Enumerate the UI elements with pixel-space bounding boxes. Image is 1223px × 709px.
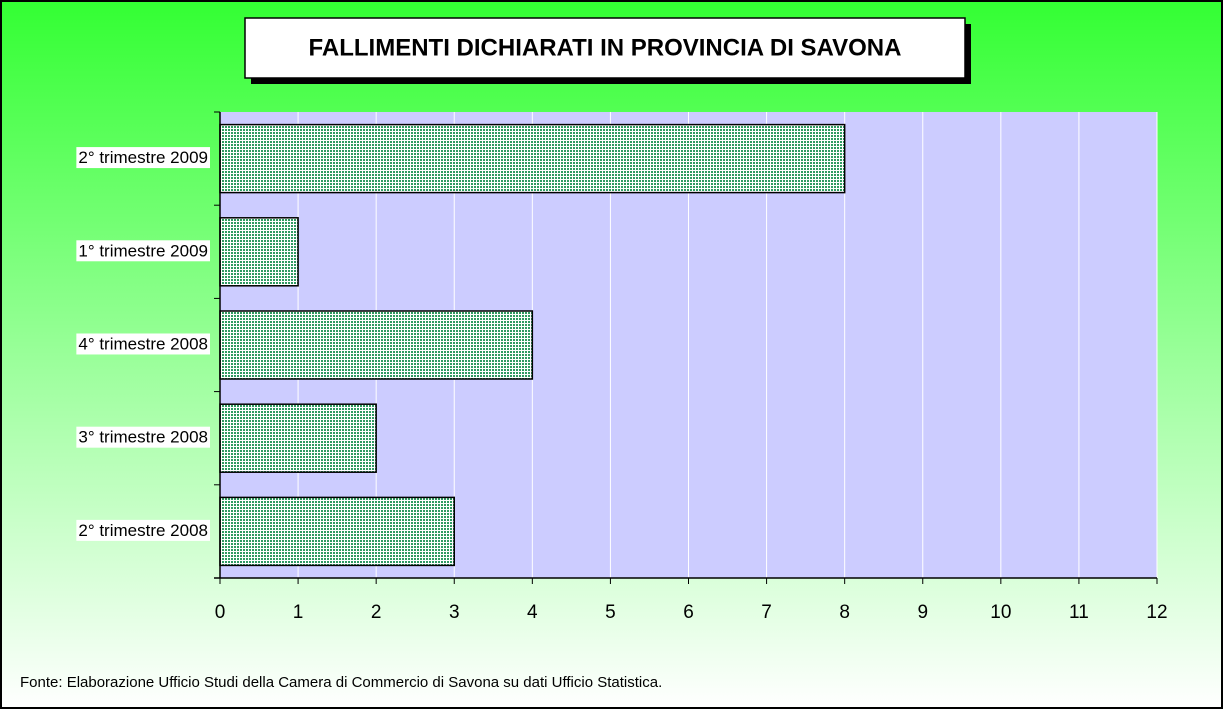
x-tick-label: 5 (605, 602, 616, 623)
y-label-background (76, 147, 210, 169)
x-tick-label: 6 (683, 602, 694, 623)
x-tick-label: 3 (449, 602, 460, 623)
y-label-background (76, 519, 210, 541)
x-tick-label: 8 (839, 602, 850, 623)
x-tick-label: 11 (1069, 602, 1089, 623)
bar (219, 496, 455, 567)
source-note: Fonte: Elaborazione Ufficio Studi della … (20, 674, 662, 691)
title-box (244, 17, 966, 79)
y-tick-label: 4° trimestre 2008 (78, 334, 208, 353)
y-tick-label: 1° trimestre 2009 (78, 241, 208, 260)
x-tick-label: 0 (215, 602, 226, 623)
y-label-background (76, 240, 210, 262)
x-tick-label: 12 (1146, 602, 1167, 623)
x-tick-label: 2 (371, 602, 382, 623)
x-tick-label: 4 (527, 602, 538, 623)
x-tick-label: 10 (990, 602, 1011, 623)
x-tick-label: 1 (293, 602, 304, 623)
y-tick-label: 3° trimestre 2008 (78, 428, 208, 447)
x-tick-label: 7 (761, 602, 772, 623)
y-tick-label: 2° trimestre 2009 (78, 148, 208, 167)
bar (219, 123, 846, 194)
bar (219, 310, 534, 380)
x-tick-label: 9 (917, 602, 928, 623)
y-label-background (76, 333, 210, 355)
bar (219, 403, 377, 473)
y-tick-label: 2° trimestre 2008 (78, 521, 208, 540)
y-label-background (76, 426, 210, 448)
bar (219, 217, 299, 287)
chart-title: FALLIMENTI DICHIARATI IN PROVINCIA DI SA… (309, 34, 902, 61)
